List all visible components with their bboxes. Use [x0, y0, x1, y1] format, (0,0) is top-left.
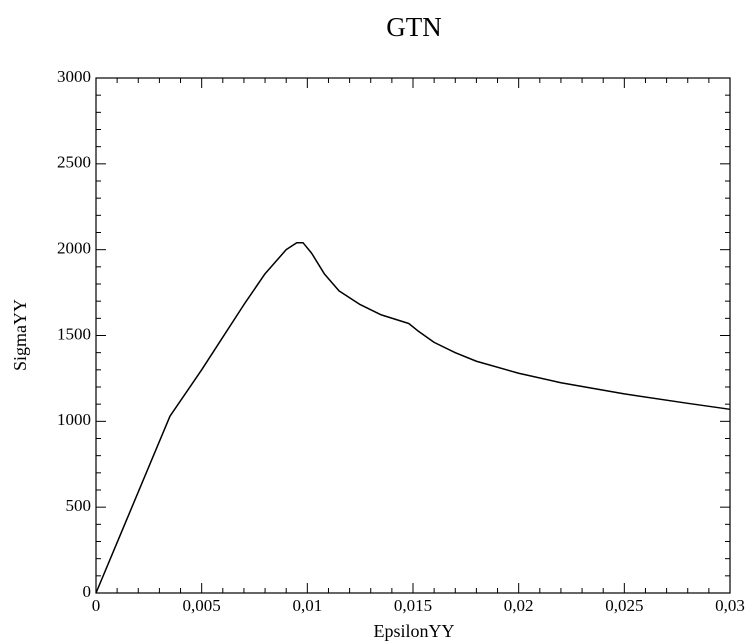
plot-frame	[95, 77, 731, 594]
y-tick-label: 1000	[57, 410, 91, 429]
x-tick-label: 0,01	[292, 596, 322, 615]
y-tick-label: 500	[66, 496, 92, 515]
x-tick-label: 0	[92, 596, 101, 615]
y-axis-label: SigmaYY	[10, 299, 30, 371]
y-tick-label: 2000	[57, 239, 91, 258]
chart-title: GTN	[386, 12, 442, 42]
y-tick-label: 1500	[57, 324, 91, 343]
x-tick-label: 0,015	[394, 596, 432, 615]
x-tick-label: 0,03	[715, 596, 745, 615]
x-tick-label: 0,005	[183, 596, 221, 615]
y-tick-label: 0	[83, 582, 92, 601]
x-axis-label: EpsilonYY	[374, 621, 455, 641]
data-line	[95, 242, 731, 594]
x-tick-label: 0,02	[504, 596, 534, 615]
y-tick-label: 2500	[57, 153, 91, 172]
x-tick-label: 0,025	[605, 596, 643, 615]
y-tick-label: 3000	[57, 67, 91, 86]
